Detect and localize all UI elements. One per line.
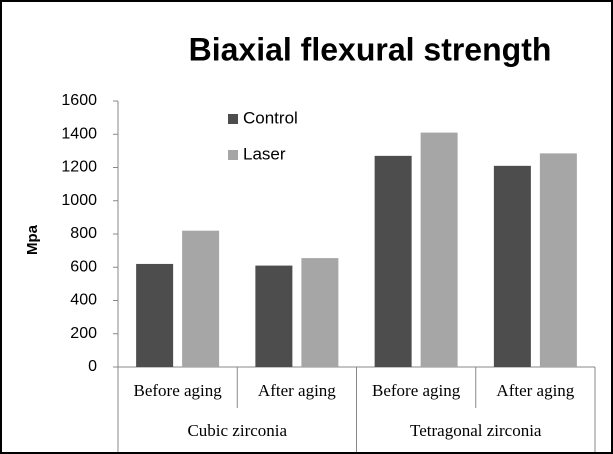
group-label: Tetragonal zirconia	[410, 421, 542, 440]
bar	[136, 263, 174, 367]
y-tick-label: 400	[70, 292, 97, 309]
bar	[493, 165, 531, 367]
group-label: Cubic zirconia	[187, 421, 287, 440]
y-tick-label: 800	[70, 225, 97, 242]
bar	[374, 155, 412, 367]
bar	[420, 132, 458, 367]
y-tick-label: 200	[70, 325, 97, 342]
x-tick-label: After aging	[258, 381, 336, 400]
x-tick-label: Before aging	[133, 381, 222, 400]
legend-label: Laser	[243, 144, 286, 163]
legend-swatch	[228, 150, 238, 160]
legend-label: Control	[243, 108, 298, 127]
x-tick-label: After aging	[496, 381, 574, 400]
y-tick-label: 0	[88, 358, 97, 375]
y-tick-label: 600	[70, 258, 97, 275]
y-tick-label: 1000	[61, 192, 97, 209]
y-tick-label: 1400	[61, 125, 97, 142]
y-tick-label: 1600	[61, 92, 97, 109]
bar	[255, 265, 293, 367]
chart-title: Biaxial flexural strength	[189, 31, 552, 67]
bar	[301, 258, 339, 367]
legend-swatch	[228, 114, 238, 124]
y-axis-label: Mpa	[24, 224, 41, 255]
bar	[539, 153, 577, 367]
bar	[182, 230, 220, 367]
x-tick-label: Before aging	[372, 381, 461, 400]
y-tick-label: 1200	[61, 159, 97, 176]
